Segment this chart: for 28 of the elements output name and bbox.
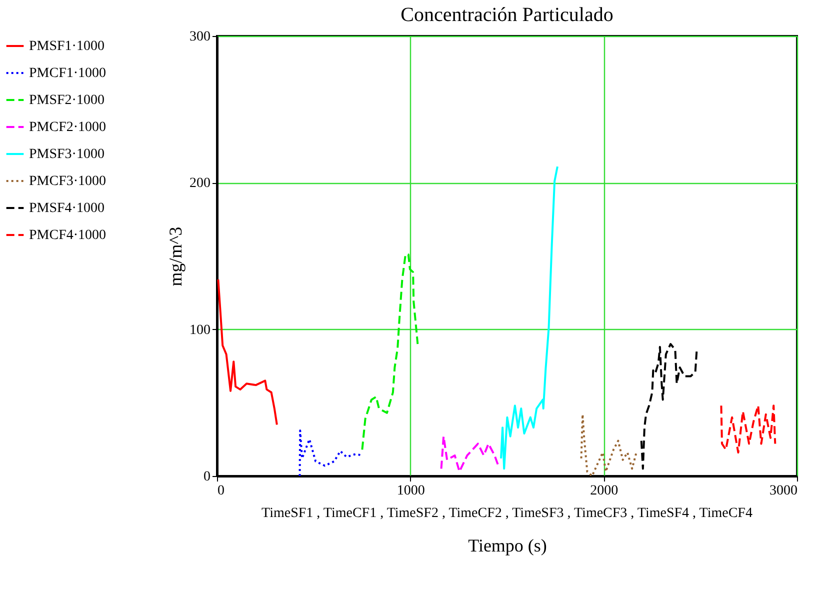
x-axis-title: Tiempo (s) — [468, 536, 547, 556]
line-series — [500, 166, 558, 470]
x-tick-label: 1000 — [396, 484, 425, 498]
y-tick-label: 100 — [190, 322, 210, 338]
legend-label: PMCF3·1000 — [29, 174, 106, 189]
y-axis-title: mg/m^3 — [166, 226, 186, 286]
x-tick-label: 3000 — [770, 484, 798, 498]
line-series — [440, 435, 500, 473]
legend-label: PMSF4·1000 — [29, 201, 104, 216]
legend-label: PMCF2·1000 — [29, 120, 106, 135]
line-series — [217, 278, 278, 426]
line-series — [361, 254, 419, 451]
legend-label: PMSF2·1000 — [29, 93, 104, 108]
legend-label: PMCF4·1000 — [29, 228, 106, 243]
text: TimeSF1 , TimeCF1 , TimeSF2 , TimeCF2 , TimeSF3 , TimeCF3 , TimeSF4 , TimeCF4 — [262, 506, 752, 521]
line-series — [298, 430, 363, 476]
x-tick-label: 2000 — [590, 484, 618, 498]
y-tick-label: 200 — [190, 176, 210, 192]
line-series — [580, 413, 638, 476]
chart-title: Concentración Particulado — [400, 4, 614, 26]
legend-label: PMCF1·1000 — [29, 66, 106, 81]
line-series — [720, 404, 776, 454]
x-tick-label: 0 — [218, 484, 224, 498]
y-tick-label: 0 — [204, 470, 210, 484]
line-series — [640, 343, 698, 470]
legend-label: PMSF3·1000 — [29, 147, 104, 162]
legend-label: PMSF1·1000 — [29, 39, 104, 54]
y-tick-label: 300 — [190, 30, 210, 44]
